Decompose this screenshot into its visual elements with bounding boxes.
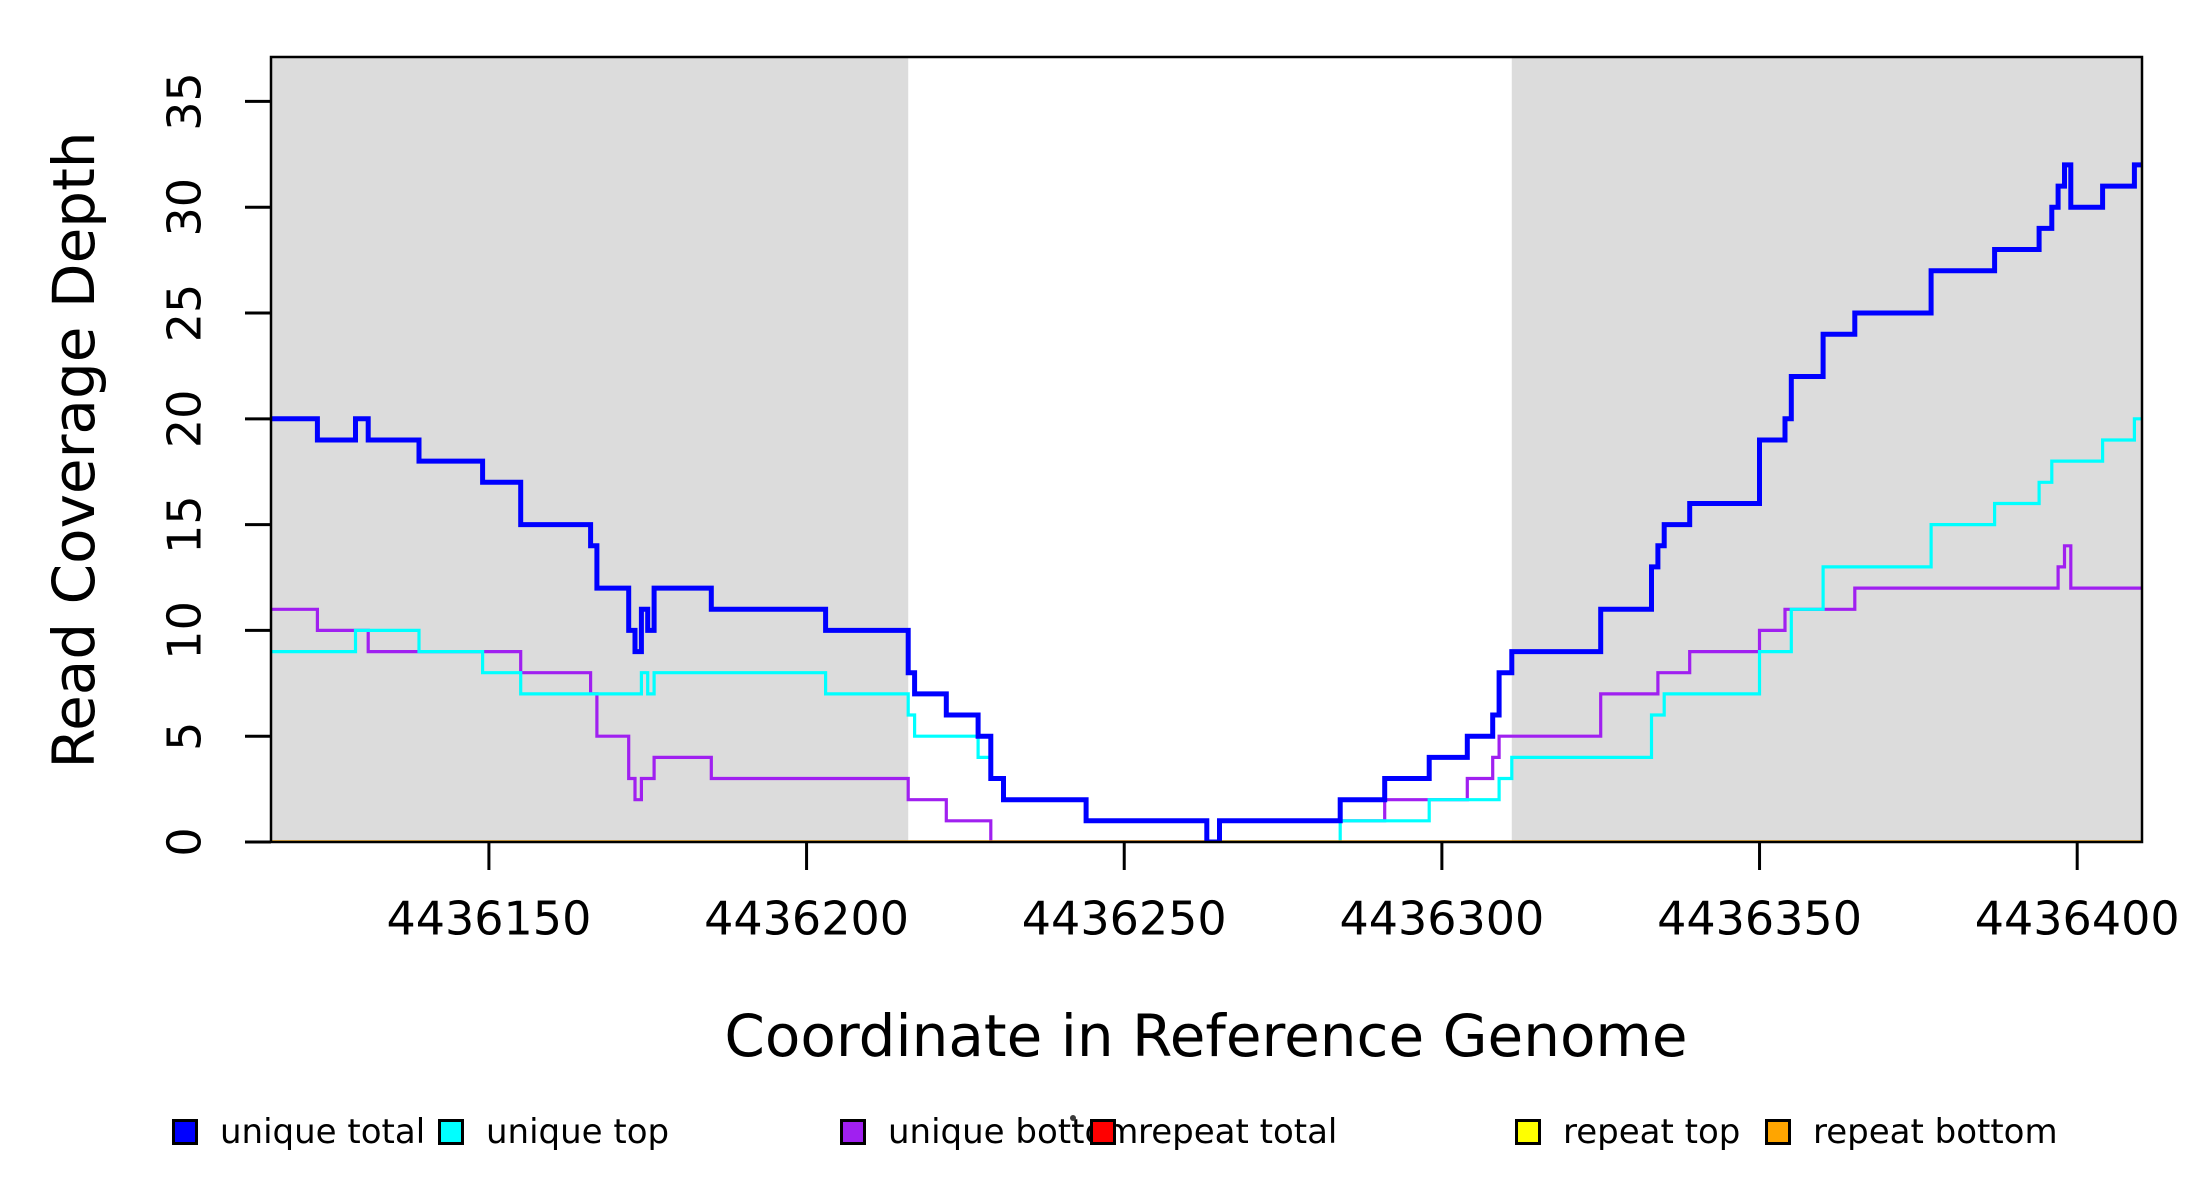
stray-dot-mark xyxy=(1070,1115,1076,1121)
y-tick-label: 5 xyxy=(158,722,212,751)
x-tick-label: 4436400 xyxy=(1975,892,2180,946)
series-lines xyxy=(271,162,2142,842)
legend-swatch-unique-bottom xyxy=(840,1119,866,1145)
legend-label: repeat bottom xyxy=(1813,1112,2058,1152)
legend-label: repeat total xyxy=(1138,1112,1338,1152)
legend-swatch-unique-top xyxy=(438,1119,464,1145)
series-unique-top xyxy=(271,417,2142,842)
y-tick-label: 20 xyxy=(158,390,212,449)
shaded-regions xyxy=(271,57,2142,842)
x-axis-ticks: 4436150 4436200 4436250 4436300 4436350 44364… xyxy=(386,842,2180,946)
legend-item-unique-total: unique total xyxy=(172,1106,425,1158)
legend-label: unique total xyxy=(220,1112,426,1152)
x-tick-label: 4436300 xyxy=(1339,892,1544,946)
x-tick-label: 4436350 xyxy=(1657,892,1862,946)
y-axis-title: Read Coverage Depth xyxy=(40,131,108,768)
plot-border xyxy=(269,55,2144,844)
x-tick-label: 4436150 xyxy=(386,892,591,946)
legend-swatch-repeat-top xyxy=(1515,1119,1541,1145)
x-axis-title: Coordinate in Reference Genome xyxy=(724,1002,1687,1070)
legend-swatch-unique-total xyxy=(172,1119,198,1145)
legend-item-repeat-top: repeat top xyxy=(1515,1106,1740,1158)
series-unique-total xyxy=(271,162,2142,842)
y-tick-label: 0 xyxy=(158,827,212,856)
legend-item-repeat-total: repeat total xyxy=(1090,1106,1337,1158)
legend-swatch-repeat-bottom xyxy=(1765,1119,1791,1145)
x-tick-label: 4436200 xyxy=(704,892,909,946)
y-axis-ticks: 0 5 10 15 20 25 30 35 xyxy=(158,72,271,857)
legend-item-unique-top: unique top xyxy=(438,1106,669,1158)
legend: unique total unique top unique bottom repea… xyxy=(0,1106,2200,1158)
legend-swatch-repeat-total xyxy=(1090,1119,1116,1145)
y-tick-label: 35 xyxy=(158,72,212,131)
legend-label: repeat top xyxy=(1563,1112,1741,1152)
x-tick-label: 4436250 xyxy=(1022,892,1227,946)
y-tick-label: 15 xyxy=(158,495,212,554)
y-tick-label: 25 xyxy=(158,284,212,343)
legend-label: unique top xyxy=(486,1112,670,1152)
y-tick-label: 10 xyxy=(158,601,212,660)
legend-item-repeat-bottom: repeat bottom xyxy=(1765,1106,2058,1158)
shaded-band xyxy=(1511,57,2142,842)
y-tick-label: 30 xyxy=(158,178,212,237)
shaded-band xyxy=(271,57,909,842)
